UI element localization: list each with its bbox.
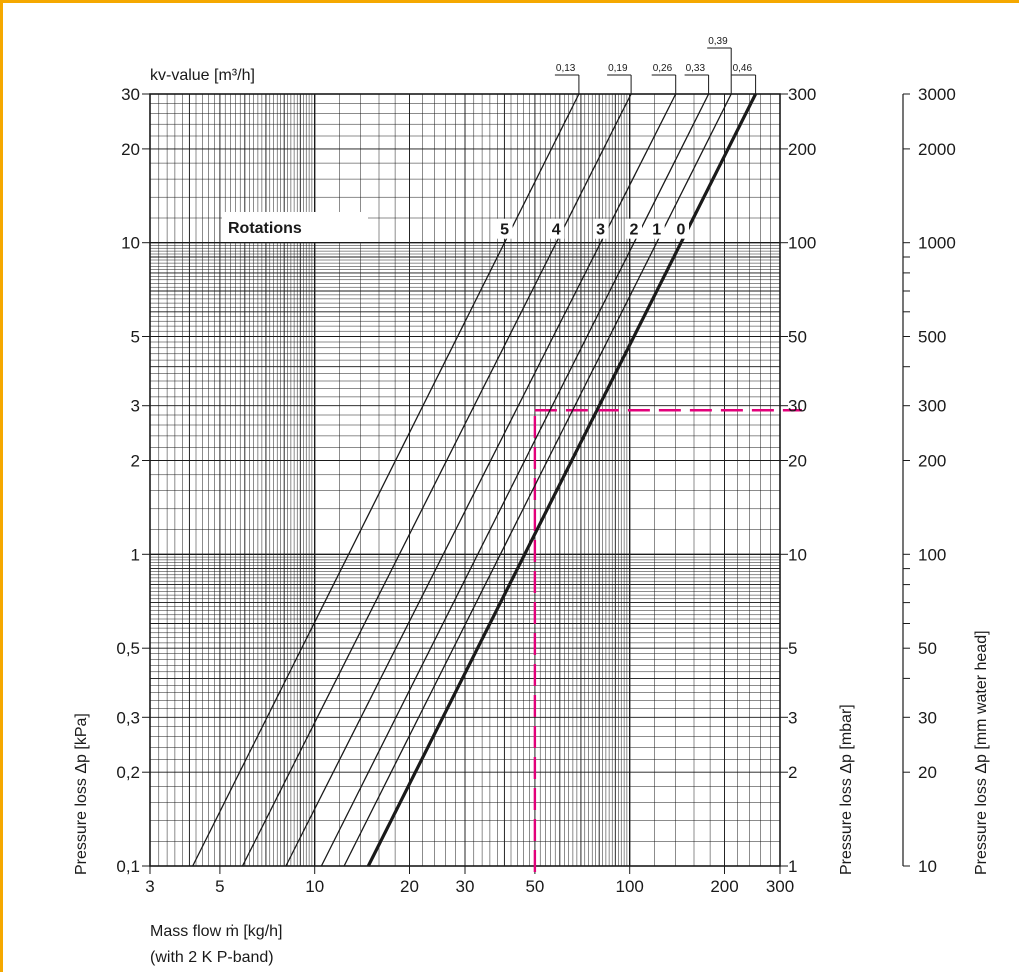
rotations-label-bg xyxy=(222,212,368,242)
rotation-label-bg xyxy=(648,218,665,239)
mbar-tick-label: 2 xyxy=(788,763,797,782)
x-tick-label: 3 xyxy=(145,877,154,896)
x-tick-label: 100 xyxy=(616,877,644,896)
series-line-0 xyxy=(366,93,758,867)
mbar-tick-label: 10 xyxy=(788,545,807,564)
mm-tick-label: 100 xyxy=(918,545,946,564)
mbar-tick-label: 3 xyxy=(788,708,797,727)
kv-label-3: 0,26 xyxy=(653,63,673,74)
rotation-label-1: 1 xyxy=(652,222,661,239)
mbar-tick-labels: 1 2 3 5 10 20 30 50 100 200 300 xyxy=(788,85,816,876)
x-axis-subtitle: (with 2 K P-band) xyxy=(150,949,274,966)
reference-lines xyxy=(533,409,802,872)
kpa-tick-label: 30 xyxy=(121,85,140,104)
mbar-tick-label: 30 xyxy=(788,397,807,416)
kpa-tick-label: 2 xyxy=(131,452,140,471)
rotation-label-bg xyxy=(673,218,689,239)
x-tick-label: 200 xyxy=(710,877,738,896)
kpa-tick-label: 0,2 xyxy=(116,763,140,782)
rotation-label-bg xyxy=(626,218,642,239)
series-line-2 xyxy=(320,93,710,867)
series-line-1 xyxy=(343,93,732,867)
rotation-label-2: 2 xyxy=(630,222,639,239)
mbar-tick-label: 5 xyxy=(788,639,797,658)
series-line-4 xyxy=(241,93,632,867)
kv-labels: 0,13 0,19 0,26 0,33 0,39 0,46 xyxy=(554,36,757,94)
kv-axis-title: kv-value [m³/h] xyxy=(150,67,255,84)
kv-label-1: 0,39 xyxy=(708,36,728,47)
mm-tick-label: 2000 xyxy=(918,140,956,159)
series-line-3 xyxy=(285,93,677,867)
mbar-tick-label: 1 xyxy=(788,857,797,876)
rotation-label-3: 3 xyxy=(596,222,605,239)
major-grid xyxy=(142,93,788,874)
mm-tick-label: 20 xyxy=(918,763,937,782)
rotation-label-bg xyxy=(496,218,513,239)
x-tick-label: 300 xyxy=(766,877,794,896)
kv-label-4: 0,19 xyxy=(608,63,628,74)
mm-tick-label: 300 xyxy=(918,397,946,416)
rotation-label-bg xyxy=(592,218,609,239)
rotation-label-4: 4 xyxy=(552,222,561,239)
kpa-tick-label: 20 xyxy=(121,140,140,159)
kv-label-5: 0,13 xyxy=(556,63,576,74)
mm-tick-label: 500 xyxy=(918,328,946,347)
series-lines xyxy=(192,93,758,867)
y-axis-title-mbar: Pressure loss Δp [mbar] xyxy=(838,704,855,875)
x-tick-labels: 3 5 10 20 30 50 100 200 300 xyxy=(145,877,794,896)
mm-tick-label: 10 xyxy=(918,857,937,876)
y-axis-title-mm: Pressure loss Δp [mm water head] xyxy=(973,630,990,875)
mbar-tick-label: 20 xyxy=(788,452,807,471)
kpa-tick-label: 10 xyxy=(121,234,140,253)
kv-label-2: 0,33 xyxy=(686,63,706,74)
kpa-tick-label: 0,5 xyxy=(116,639,140,658)
kpa-tick-label: 3 xyxy=(131,397,140,416)
mbar-tick-label: 50 xyxy=(788,328,807,347)
kv-label-0: 0,46 xyxy=(733,63,753,74)
kpa-tick-label: 0,3 xyxy=(116,708,140,727)
mm-tick-label: 200 xyxy=(918,452,946,471)
y-axis-title-kpa: Pressure loss Δp [kPa] xyxy=(73,713,90,875)
kpa-tick-labels: 0,1 0,2 0,3 0,5 1 2 3 5 10 20 30 xyxy=(116,85,140,876)
kpa-tick-label: 5 xyxy=(131,328,140,347)
mbar-tick-label: 200 xyxy=(788,140,816,159)
rotations-label: Rotations xyxy=(228,220,302,237)
mm-tick-label: 3000 xyxy=(918,85,956,104)
mm-tick-label: 30 xyxy=(918,708,937,727)
rotation-label-5: 5 xyxy=(500,222,509,239)
x-tick-label: 5 xyxy=(215,877,224,896)
mm-tick-label: 1000 xyxy=(918,234,956,253)
mm-water-axis: 10 20 30 50 100 200 300 500 1000 2000 3000 xyxy=(902,85,956,876)
plot-border xyxy=(149,93,781,867)
x-tick-label: 30 xyxy=(456,877,475,896)
rotation-label-bg xyxy=(548,218,565,239)
x-tick-label: 50 xyxy=(525,877,544,896)
x-tick-label: 10 xyxy=(305,877,324,896)
kpa-tick-label: 0,1 xyxy=(116,857,140,876)
rotation-label-0: 0 xyxy=(677,222,686,239)
kpa-tick-label: 1 xyxy=(131,545,140,564)
x-axis-title: Mass flow ṁ [kg/h] xyxy=(150,923,282,940)
x-tick-label: 20 xyxy=(400,877,419,896)
mbar-tick-label: 300 xyxy=(788,85,816,104)
mbar-tick-label: 100 xyxy=(788,234,816,253)
mm-tick-label: 50 xyxy=(918,639,937,658)
series-line-5 xyxy=(192,93,580,867)
